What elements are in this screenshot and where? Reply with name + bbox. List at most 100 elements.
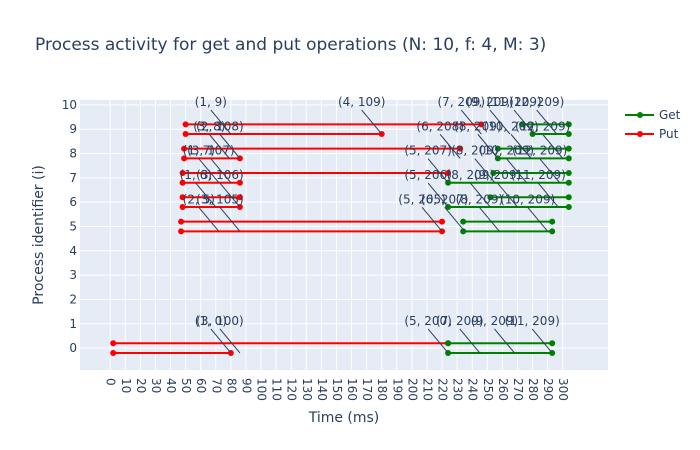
y-tick-label: 5 <box>69 219 77 233</box>
annotation-label: (8, 209) <box>451 144 499 158</box>
annotation-label: (7, 209) <box>438 95 486 109</box>
x-tick-label: 280 <box>526 378 540 401</box>
annotation-arrow <box>198 207 220 232</box>
annotation-label: (1, 0) <box>195 314 227 328</box>
grid <box>80 100 608 370</box>
x-tick-label: 240 <box>466 378 480 401</box>
x-tick-label: 190 <box>390 378 404 401</box>
x-tick-label: 170 <box>360 378 374 401</box>
plot-area <box>80 100 608 370</box>
get-point <box>445 340 452 347</box>
annotation-label: (5, 207) <box>404 144 452 158</box>
x-tick-label: 60 <box>194 378 208 393</box>
annotation-label: (4, 109) <box>338 95 386 109</box>
put-point <box>179 194 186 201</box>
chart-title: Process activity for get and put operati… <box>35 35 546 55</box>
annotation-arrow <box>460 109 482 135</box>
get-point <box>565 155 572 162</box>
annotation-arrow <box>539 158 561 184</box>
put-point <box>179 179 186 186</box>
annotation-label: (2, 5) <box>183 192 215 206</box>
annotation-arrow <box>531 328 553 354</box>
annotation-arrow <box>210 109 232 135</box>
annotation-label: (11, 209) <box>486 95 541 109</box>
x-tick-label: 300 <box>556 378 570 401</box>
annotation-arrow <box>219 134 241 159</box>
put-point <box>181 155 188 162</box>
put-point <box>181 145 188 152</box>
y-tick-label: 8 <box>69 147 77 161</box>
annotations: (1, 9) (4, 109) (7, 209)(9, 209)(11, 209)(… <box>180 95 571 328</box>
get-point <box>519 121 526 128</box>
put-point <box>236 194 243 201</box>
x-tick-label: 120 <box>285 378 299 401</box>
put-point <box>182 131 189 138</box>
annotation-arrow <box>469 182 491 208</box>
annotation-arrow <box>459 328 481 354</box>
x-tick-label: 40 <box>164 378 178 393</box>
get-point <box>565 131 572 138</box>
legend-get-label: Get <box>659 108 681 122</box>
legend[interactable]: Get Put <box>625 108 681 141</box>
x-tick-label: 0 <box>104 378 118 386</box>
annotation-arrow <box>427 328 449 354</box>
annotation-label: (3, 106) <box>196 168 244 182</box>
annotation-label: (5, 206) <box>404 168 452 182</box>
get-point <box>565 194 572 201</box>
y-tick-label: 0 <box>69 341 77 355</box>
annotation-arrow <box>527 207 549 232</box>
x-tick-label: 200 <box>405 378 419 401</box>
annotation-label: (3, 107) <box>187 144 235 158</box>
x-tick-label: 10 <box>119 378 133 393</box>
put-point <box>110 340 117 347</box>
y-tick-label: 6 <box>69 195 77 209</box>
x-axis-title: Time (ms) <box>308 410 380 426</box>
y-tick-label: 1 <box>69 317 77 331</box>
legend-get-marker <box>637 112 643 118</box>
annotation-arrow <box>474 158 496 184</box>
annotation-arrow <box>444 207 466 232</box>
annotation-label: (9, 209) <box>466 95 514 109</box>
annotation-arrow <box>510 134 532 159</box>
get-point <box>549 228 556 235</box>
x-tick-label: 250 <box>481 378 495 401</box>
annotation-label: (5, 200) <box>404 314 452 328</box>
x-tick-label: 150 <box>330 378 344 401</box>
put-point <box>457 145 464 152</box>
annotation-arrow <box>427 158 449 184</box>
annotation-label: (7, 209) <box>436 314 484 328</box>
annotation-arrow <box>361 109 383 135</box>
x-tick-label: 30 <box>149 378 163 393</box>
x-tick-label: 130 <box>300 378 314 401</box>
x-tick-label: 160 <box>345 378 359 401</box>
annotation-arrow <box>195 182 217 208</box>
put-point <box>178 228 185 235</box>
annotation-label: (8, 209) <box>447 168 495 182</box>
put-point <box>445 169 452 176</box>
legend-item-put[interactable]: Put <box>625 127 679 141</box>
y-tick-label: 4 <box>69 244 77 258</box>
x-tick-label: 140 <box>315 378 329 401</box>
legend-item-get[interactable]: Get <box>625 108 681 122</box>
x-tick-label: 20 <box>134 378 148 393</box>
annotation-label: (1, 7) <box>183 144 215 158</box>
annotation-label: (3, 8) <box>193 119 225 133</box>
annotation-arrow <box>219 182 241 208</box>
annotation-label: (10, 209) <box>483 119 538 133</box>
annotation-arrow <box>506 158 527 184</box>
get-point <box>549 340 556 347</box>
get-point <box>565 145 572 152</box>
x-tick-label: 230 <box>451 378 465 401</box>
y-tick-label: 10 <box>62 98 77 112</box>
annotation-arrow <box>208 134 230 159</box>
annotation-label: (10, 209) <box>500 192 555 206</box>
put-point <box>179 204 186 211</box>
annotation-arrow <box>536 109 558 135</box>
get-point <box>460 228 467 235</box>
x-tick-label: 260 <box>496 378 510 401</box>
x-axis-ticks: 0 10 20 30 40 50 60 70 80 90 100 110 120 130 140 150 160… <box>104 378 571 401</box>
y-tick-label: 2 <box>69 292 77 306</box>
y-tick-label: 3 <box>69 268 77 282</box>
get-point <box>460 218 467 225</box>
annotation-label: (8, 209) <box>456 192 504 206</box>
